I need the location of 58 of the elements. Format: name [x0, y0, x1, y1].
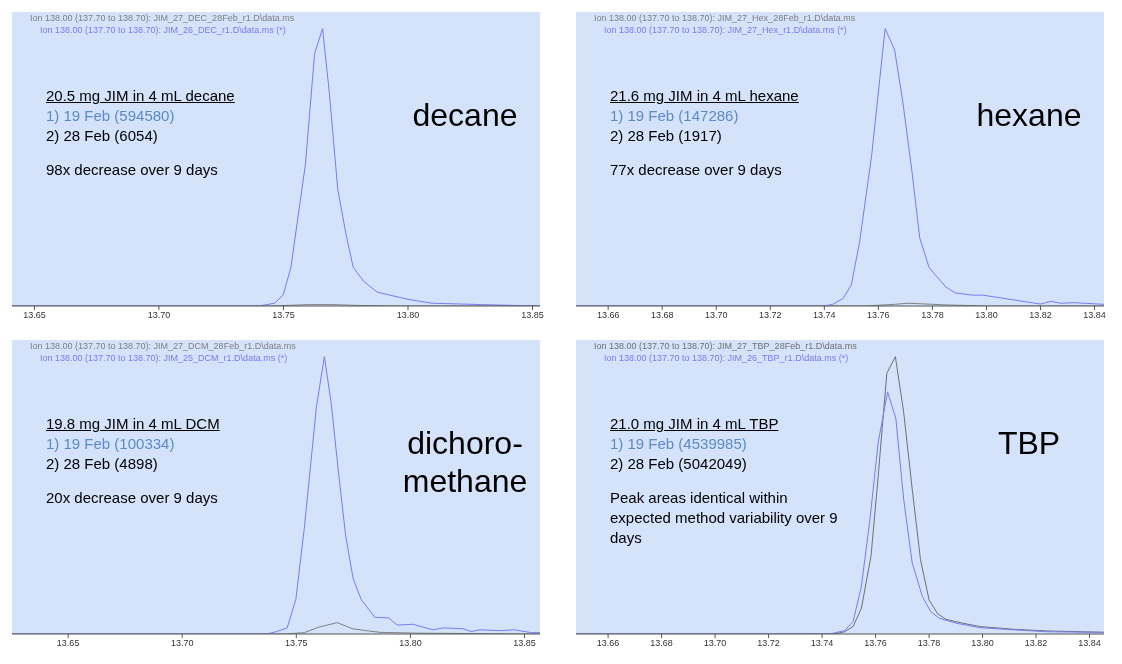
text: TBP: [996, 424, 1062, 462]
x-tick-label: 13.70: [170, 638, 194, 649]
x-tick-label: 13.72: [759, 310, 782, 321]
annotation: 1) 19 Feb (4539985): [610, 434, 748, 454]
x-tick-label: 13.68: [650, 310, 674, 321]
x-tick-label: 13.75: [285, 638, 308, 649]
annotation: 77x decrease over 9 days: [610, 160, 783, 180]
annotation: 2) 28 Feb (5042049): [610, 454, 748, 474]
annotation: 1) 19 Feb (100334): [46, 434, 176, 454]
x-tick-label: 13.82: [1029, 310, 1052, 321]
annotation: 98x decrease over 9 days: [46, 160, 219, 180]
annotation: Peak areas identical within expected method variability over 9 days: [610, 488, 839, 548]
annotation: 2) 28 Feb (4898): [46, 454, 159, 474]
text: Ion 138.00 (137.70 to 138.70): JIM_25_DCM_r1.D\data.ms (*): [39, 352, 289, 364]
text: Ion 138.00 (137.70 to 138.70): JIM_27_DEC_28Feb_r1.D\data.ms: [30, 12, 295, 24]
annotation: 1) 19 Feb (147286): [610, 106, 740, 126]
text: dichoro-methane: [401, 424, 529, 500]
x-tick-label: 13.70: [704, 310, 728, 321]
text: Ion 138.00 (137.70 to 138.70): JIM_27_TBP_28Feb_r1.D\data.ms: [594, 340, 857, 352]
x-tick-label: 13.80: [971, 638, 994, 649]
annotation: 20.5 mg JIM in 4 mL decane: [46, 86, 236, 106]
annotation: 21.0 mg JIM in 4 mL TBP: [610, 414, 780, 434]
x-tick-label: 13.76: [864, 638, 887, 649]
text: Ion 138.00 (137.70 to 138.70): JIM_27_DCM_28Feb_r1.D\data.ms: [30, 340, 296, 352]
x-tick-label: 13.70: [147, 310, 171, 321]
annotation: 2) 28 Feb (6054): [46, 126, 159, 146]
text: Ion 138.00 (137.70 to 138.70): JIM_26_TBP_r1.D\data.ms (*): [603, 352, 850, 364]
annotation: 19.8 mg JIM in 4 mL DCM: [46, 414, 221, 434]
x-tick-label: 13.72: [757, 638, 780, 649]
x-tick-label: 13.76: [867, 310, 890, 321]
text: Ion 138.00 (137.70 to 138.70): JIM_27_Hex_28Feb_r1.D\data.ms: [594, 12, 856, 24]
x-tick-label: 13.82: [1024, 638, 1048, 649]
x-tick-label: 13.75: [272, 310, 295, 321]
x-tick-label: 13.80: [396, 310, 420, 321]
annotation: 21.6 mg JIM in 4 mL hexane: [610, 86, 800, 106]
annotation: 20x decrease over 9 days: [46, 488, 219, 508]
x-tick-label: 13.85: [513, 638, 536, 649]
annotation: 1) 19 Feb (594580): [46, 106, 176, 126]
x-tick-label: 13.78: [921, 310, 944, 321]
x-tick-label: 13.74: [813, 310, 836, 321]
text: hexane: [975, 96, 1083, 134]
x-tick-label: 13.65: [23, 310, 46, 321]
text: Ion 138.00 (137.70 to 138.70): JIM_26_DEC_r1.D\data.ms (*): [39, 24, 287, 36]
x-tick-label: 13.80: [975, 310, 998, 321]
x-tick-label: 13.84: [1083, 310, 1106, 321]
x-tick-label: 13.84: [1078, 638, 1101, 649]
text: Ion 138.00 (137.70 to 138.70): JIM_27_Hex_r1.D\data.ms (*): [603, 24, 848, 36]
x-tick-label: 13.66: [596, 310, 620, 321]
x-tick-label: 13.70: [703, 638, 727, 649]
x-tick-label: 13.74: [810, 638, 834, 649]
x-tick-label: 13.66: [596, 638, 620, 649]
text: decane: [411, 96, 519, 134]
x-tick-label: 13.68: [650, 638, 673, 649]
x-tick-label: 13.65: [56, 638, 80, 649]
x-tick-label: 13.85: [521, 310, 544, 321]
x-tick-label: 13.78: [917, 638, 941, 649]
x-tick-label: 13.80: [399, 638, 422, 649]
annotation: 2) 28 Feb (1917): [610, 126, 723, 146]
